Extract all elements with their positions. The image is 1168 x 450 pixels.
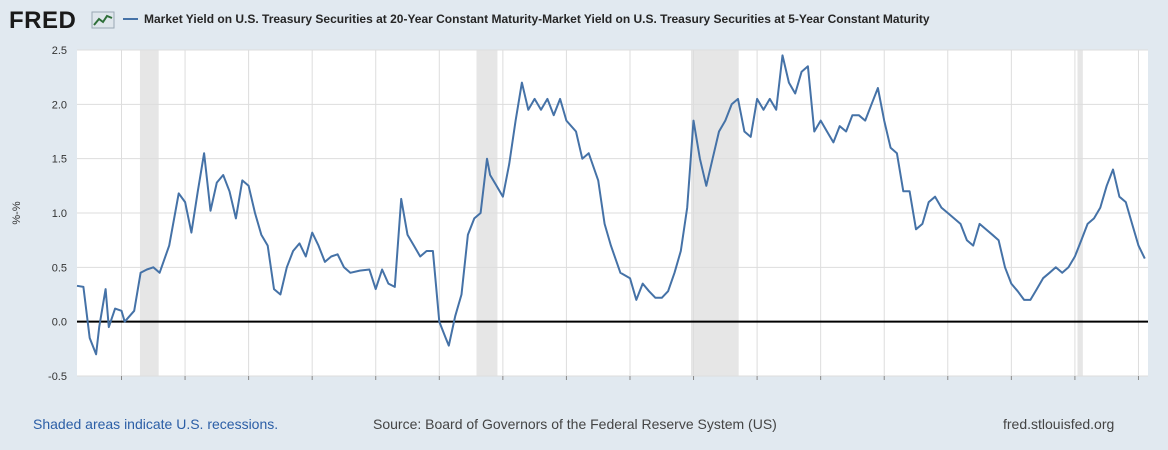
site-link[interactable]: fred.stlouisfed.org [1003, 416, 1115, 432]
fred-logo[interactable]: FRED [9, 7, 77, 34]
chart-header: FRED Market Yield on U.S. Treasury Secur… [0, 0, 1168, 40]
sparkline-chart-icon [91, 11, 115, 29]
legend-line-swatch [123, 18, 138, 20]
y-tick-label: 0.5 [52, 262, 67, 274]
line-chart: -0.50.00.51.01.52.02.5199019921994199619… [11, 45, 1148, 383]
recession-note: Shaded areas indicate U.S. recessions. [33, 416, 279, 432]
y-tick-label: 1.5 [52, 154, 67, 166]
y-tick-label: 0.0 [52, 317, 67, 329]
y-tick-label: 1.0 [52, 208, 67, 220]
legend-series-label[interactable]: Market Yield on U.S. Treasury Securities… [144, 12, 930, 26]
series-line [76, 54, 1146, 356]
y-tick-label: 2.5 [52, 45, 67, 57]
y-tick-label: -0.5 [48, 371, 67, 383]
y-tick-label: 2.0 [52, 99, 67, 111]
source-note: Source: Board of Governors of the Federa… [373, 416, 777, 432]
y-axis-title: %-% [11, 201, 23, 224]
